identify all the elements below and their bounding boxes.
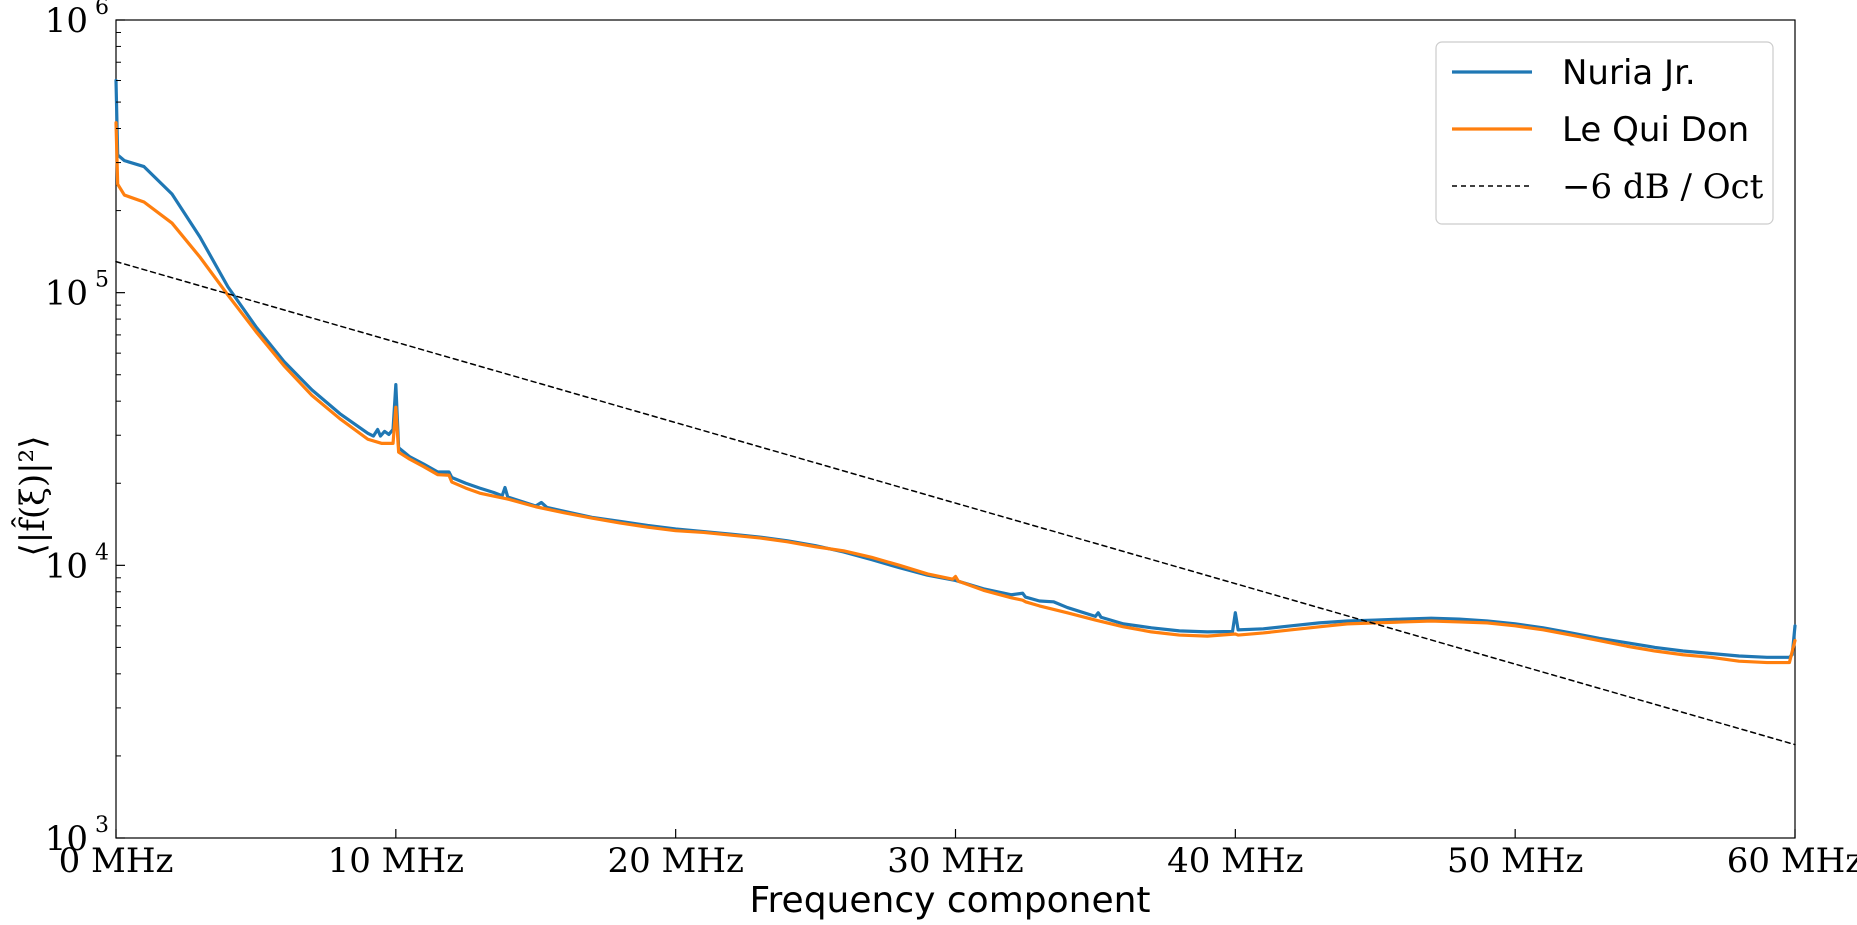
legend-box [1435, 41, 1774, 225]
legend-label-2: Le Qui Don [1562, 110, 1749, 150]
x-tick-label: 40 MHz [1167, 841, 1303, 881]
x-tick-label: 30 MHz [887, 841, 1023, 881]
y-tick-exponent: 5 [95, 268, 109, 293]
y-tick-base: 10 [45, 819, 88, 859]
x-axis: 0 MHz 10 MHz 20 MHz 30 MHz 40 MHz 50 MHz 60 MH… [59, 829, 1857, 881]
series-lines [114, 78, 1797, 746]
y-axis: 10 3 10 4 10 5 10 6 [45, 0, 125, 859]
y-tick-exponent: 4 [95, 540, 109, 565]
series-line-3 [115, 260, 1796, 746]
y-tick-label: 10 4 [45, 540, 109, 586]
x-axis-title: Frequency component [749, 880, 1150, 921]
legend-label-1: Nuria Jr. [1562, 53, 1696, 93]
x-tick-label: 0 MHz [59, 841, 174, 881]
series-line-2 [114, 121, 1797, 665]
y-tick-base: 10 [45, 274, 88, 314]
y-tick-exponent: 6 [95, 0, 109, 20]
legend-label-3: −6 dB / Oct [1562, 167, 1764, 207]
x-tick-label: 60 MHz [1727, 841, 1857, 881]
y-tick-base: 10 [45, 1, 88, 41]
y-tick-label: 10 5 [45, 268, 109, 314]
y-tick-label: 10 6 [45, 0, 109, 41]
x-tick-label: 50 MHz [1447, 841, 1583, 881]
x-tick-label: 20 MHz [607, 841, 743, 881]
x-tick-label: 10 MHz [328, 841, 464, 881]
y-axis-title: ⟨|f̂(ξ)|²⟩ [11, 436, 53, 557]
legend: Nuria Jr. Le Qui Don −6 dB / Oct [1435, 41, 1774, 225]
y-tick-label: 10 3 [45, 813, 109, 859]
y-tick-base: 10 [45, 546, 88, 586]
y-tick-exponent: 3 [95, 813, 109, 838]
